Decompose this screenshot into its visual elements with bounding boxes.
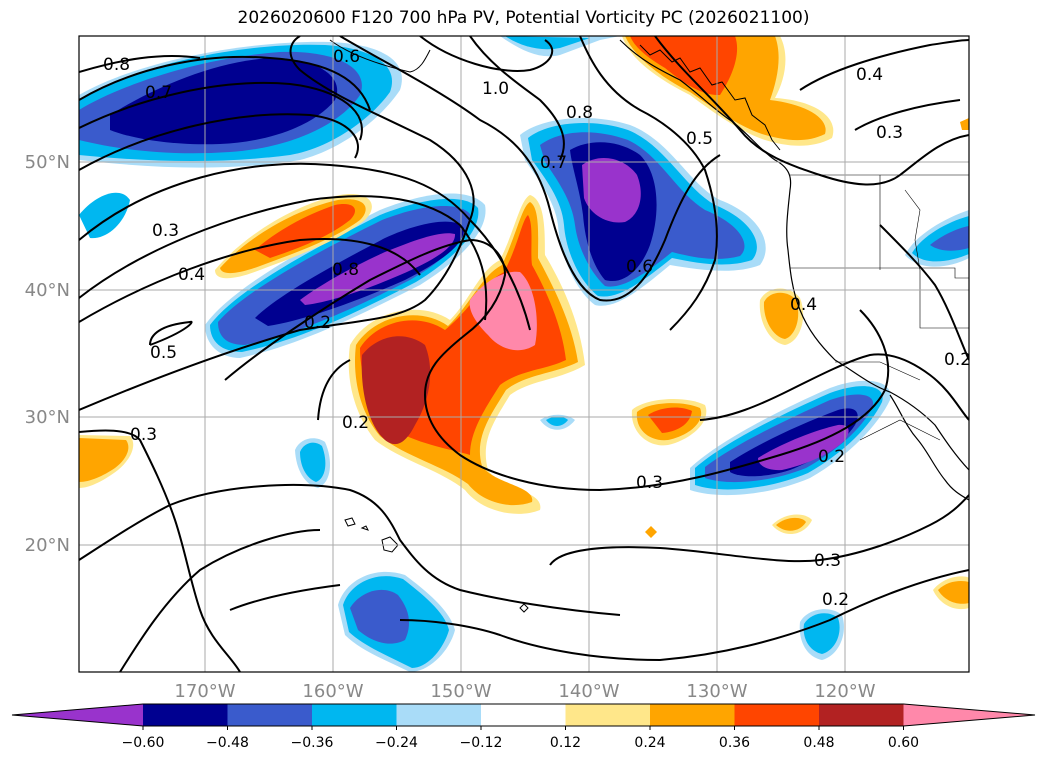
contour-label: 0.5 — [150, 343, 177, 363]
lon-label: 130°W — [686, 681, 747, 702]
pv-anomaly-fill — [79, 36, 969, 672]
lat-label: 50°N — [25, 152, 70, 173]
contour-label: 0.5 — [686, 129, 713, 149]
contour-labels: 0.8 0.7 0.6 1.0 0.8 0.5 0.4 0.3 0.7 0.3 … — [103, 47, 971, 610]
colorbar-swatch — [143, 704, 228, 726]
colorbar-tick-label: 0.48 — [803, 735, 834, 751]
graticule — [79, 36, 969, 672]
contour-label: 0.6 — [333, 47, 360, 67]
colorbar-tick-label: −0.60 — [122, 735, 165, 751]
contour-label: 0.4 — [790, 295, 817, 315]
plot-title: 2026020600 F120 700 hPa PV, Potential Vo… — [237, 8, 810, 28]
lon-label: 120°W — [814, 681, 875, 702]
colorbar-tick-label: −0.24 — [375, 735, 418, 751]
contour-label: 0.2 — [818, 447, 845, 467]
lat-label: 20°N — [25, 535, 70, 556]
colorbar-swatch — [819, 704, 904, 726]
contour-label: 0.2 — [944, 350, 971, 370]
colorbar-swatch — [481, 704, 566, 726]
colorbar-tick-label: −0.12 — [460, 735, 503, 751]
colorbar-tick-label: 0.24 — [634, 735, 665, 751]
lat-label: 30°N — [25, 407, 70, 428]
colorbar-swatch — [734, 704, 820, 726]
contour-label: 0.7 — [145, 83, 172, 103]
contour-label: 0.3 — [814, 551, 841, 571]
colorbar-swatch — [396, 704, 482, 726]
contour-label: 0.3 — [876, 123, 903, 143]
colorbar-tick-label: −0.36 — [291, 735, 334, 751]
colorbar-tick-label: 0.36 — [719, 735, 750, 751]
lon-label: 140°W — [558, 681, 619, 702]
contour-label: 0.4 — [178, 265, 205, 285]
colorbar-tick-label: 0.60 — [888, 735, 919, 751]
pv-contours — [79, 36, 969, 672]
contour-label: 0.8 — [103, 55, 130, 75]
contour-label: 0.8 — [332, 260, 359, 280]
map-frame — [78, 35, 970, 673]
contour-label: 0.8 — [566, 103, 593, 123]
contour-label: 0.3 — [130, 425, 157, 445]
colorbar-swatch — [650, 704, 735, 726]
colorbar-swatch — [312, 704, 397, 726]
contour-label: 0.2 — [822, 590, 849, 610]
contour-label: 0.2 — [342, 413, 369, 433]
contour-label: 0.4 — [856, 65, 883, 85]
colorbar-tick-label: 0.12 — [550, 735, 581, 751]
colorbar-swatch — [565, 704, 651, 726]
colorbar: −0.60 −0.48 −0.36 −0.24 −0.12 0.12 0.24 0.36 0.4… — [11, 703, 1036, 751]
lon-label: 170°W — [174, 681, 235, 702]
colorbar-tick-label: −0.48 — [206, 735, 249, 751]
colorbar-extend-low — [12, 704, 143, 726]
contour-label: 0.3 — [152, 221, 179, 241]
contour-label: 1.0 — [482, 79, 509, 99]
longitude-labels: 170°W 160°W 150°W 140°W 130°W 120°W — [174, 681, 875, 702]
contour-label: 0.3 — [636, 473, 663, 493]
coastlines — [329, 39, 969, 613]
latitude-labels: 50°N 40°N 30°N 20°N — [25, 152, 70, 556]
colorbar-swatch — [227, 704, 313, 726]
contour-label: 0.6 — [626, 257, 653, 277]
lon-label: 160°W — [302, 681, 363, 702]
contour-label: 0.2 — [304, 313, 331, 333]
lon-label: 150°W — [430, 681, 491, 702]
colorbar-extend-high — [903, 704, 1035, 726]
contour-label: 0.7 — [540, 153, 567, 173]
lat-label: 40°N — [25, 280, 70, 301]
